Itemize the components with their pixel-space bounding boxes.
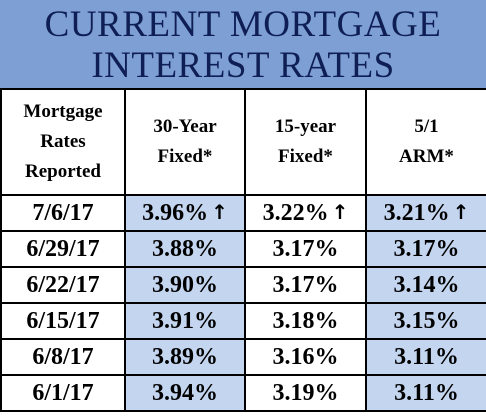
header-30yr: 30-Year Fixed* [124, 88, 246, 196]
row-date: 7/6/17 [0, 194, 126, 232]
rate-30yr: 3.88% [124, 230, 246, 268]
row-date: 6/1/17 [0, 374, 126, 412]
table-row: 6/1/17 3.94% 3.19% 3.11% [0, 374, 486, 412]
title-line-2: INTEREST RATES [91, 45, 395, 86]
rates-table: Mortgage Rates Reported 30-Year Fixed* 1… [0, 88, 486, 412]
rate-15yr: 3.18% [244, 302, 367, 340]
rate-arm: 3.11% [365, 374, 486, 412]
table-row: 7/6/17 3.96% ↑ 3.22% ↑ 3.21% ↑ [0, 194, 486, 232]
header-arm: 5/1 ARM* [365, 88, 486, 196]
header-row: Mortgage Rates Reported 30-Year Fixed* 1… [0, 88, 486, 196]
header-date: Mortgage Rates Reported [0, 88, 126, 196]
row-date: 6/29/17 [0, 230, 126, 268]
rate-arm: 3.21% ↑ [365, 194, 486, 232]
rate-15yr: 3.16% [244, 338, 367, 376]
header-15yr: 15-year Fixed* [244, 88, 367, 196]
row-date: 6/22/17 [0, 266, 126, 304]
up-arrow-icon: ↑ [452, 199, 470, 224]
rate-15yr: 3.22% ↑ [244, 194, 367, 232]
rate-arm: 3.11% [365, 338, 486, 376]
rate-30yr: 3.94% [124, 374, 246, 412]
rate-30yr: 3.89% [124, 338, 246, 376]
rate-30yr: 3.91% [124, 302, 246, 340]
title-line-1: CURRENT MORTGAGE [44, 4, 442, 45]
rate-arm: 3.17% [365, 230, 486, 268]
rate-30yr: 3.96% ↑ [124, 194, 246, 232]
table-row: 6/22/17 3.90% 3.17% 3.14% [0, 266, 486, 304]
rate-15yr: 3.19% [244, 374, 367, 412]
page-title: CURRENT MORTGAGE INTEREST RATES [0, 0, 486, 88]
table-row: 6/8/17 3.89% 3.16% 3.11% [0, 338, 486, 376]
rate-arm: 3.15% [365, 302, 486, 340]
table-row: 6/29/17 3.88% 3.17% 3.17% [0, 230, 486, 268]
up-arrow-icon: ↑ [331, 199, 349, 224]
rate-30yr: 3.90% [124, 266, 246, 304]
up-arrow-icon: ↑ [211, 199, 228, 224]
table-row: 6/15/17 3.91% 3.18% 3.15% [0, 302, 486, 340]
row-date: 6/15/17 [0, 302, 126, 340]
rate-15yr: 3.17% [244, 266, 367, 304]
rate-15yr: 3.17% [244, 230, 367, 268]
rate-arm: 3.14% [365, 266, 486, 304]
row-date: 6/8/17 [0, 338, 126, 376]
